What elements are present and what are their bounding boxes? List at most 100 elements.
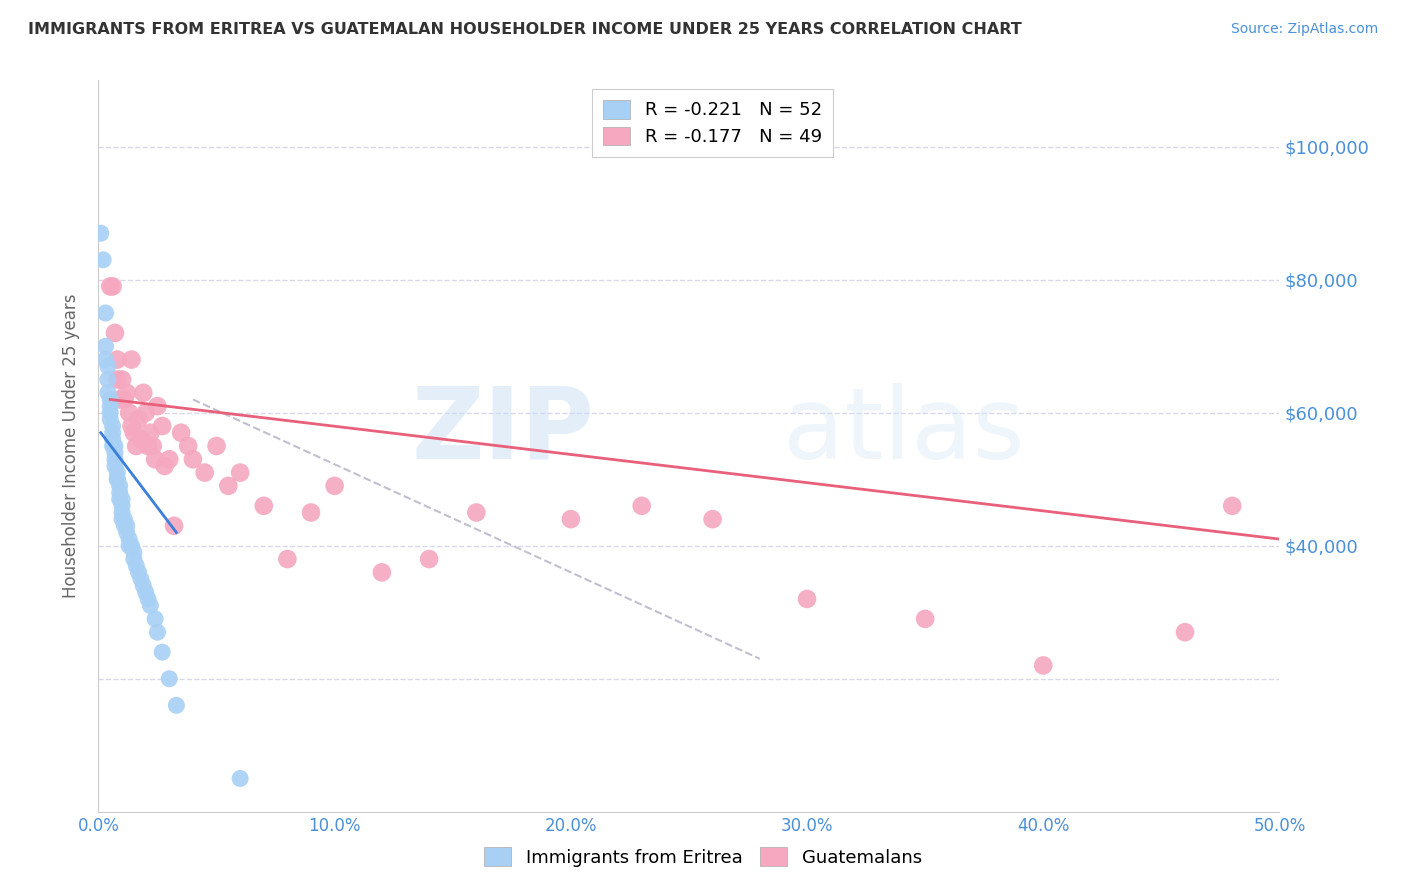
Point	[465, 506, 488, 520]
Point	[104, 458, 127, 473]
Point	[299, 506, 322, 520]
Point	[112, 392, 135, 407]
Point	[98, 406, 121, 420]
Point	[146, 399, 169, 413]
Point	[94, 306, 117, 320]
Point	[135, 585, 157, 599]
Point	[90, 226, 112, 240]
Point	[98, 279, 121, 293]
Point	[1032, 658, 1054, 673]
Point	[112, 518, 135, 533]
Text: IMMIGRANTS FROM ERITREA VS GUATEMALAN HOUSEHOLDER INCOME UNDER 25 YEARS CORRELAT: IMMIGRANTS FROM ERITREA VS GUATEMALAN HO…	[28, 22, 1022, 37]
Point	[104, 445, 127, 459]
Point	[97, 372, 120, 386]
Point	[105, 372, 128, 386]
Point	[153, 458, 176, 473]
Point	[630, 499, 652, 513]
Point	[128, 412, 150, 426]
Legend: R = -0.221   N = 52, R = -0.177   N = 49: R = -0.221 N = 52, R = -0.177 N = 49	[592, 89, 832, 157]
Point	[135, 406, 157, 420]
Point	[129, 433, 152, 447]
Point	[98, 399, 121, 413]
Point	[229, 772, 252, 786]
Point	[91, 252, 114, 267]
Point	[253, 499, 276, 513]
Point	[323, 479, 346, 493]
Point	[121, 539, 143, 553]
Point	[276, 552, 298, 566]
Text: ZIP: ZIP	[412, 383, 595, 480]
Point	[94, 352, 117, 367]
Point	[136, 591, 159, 606]
Point	[125, 558, 148, 573]
Point	[101, 425, 124, 440]
Point	[163, 518, 186, 533]
Point	[132, 385, 155, 400]
Point	[165, 698, 187, 713]
Point	[118, 406, 141, 420]
Text: Source: ZipAtlas.com: Source: ZipAtlas.com	[1230, 22, 1378, 37]
Point	[101, 439, 124, 453]
Point	[702, 512, 724, 526]
Point	[122, 425, 145, 440]
Point	[418, 552, 440, 566]
Point	[101, 433, 124, 447]
Point	[118, 539, 141, 553]
Text: atlas: atlas	[783, 383, 1025, 480]
Point	[194, 466, 217, 480]
Point	[101, 419, 124, 434]
Point	[97, 359, 120, 374]
Point	[170, 425, 193, 440]
Point	[115, 525, 138, 540]
Point	[121, 352, 143, 367]
Point	[98, 412, 121, 426]
Point	[560, 512, 582, 526]
Point	[111, 372, 134, 386]
Point	[111, 506, 134, 520]
Point	[132, 579, 155, 593]
Y-axis label: Householder Income Under 25 years: Householder Income Under 25 years	[62, 293, 80, 599]
Point	[111, 492, 134, 507]
Point	[104, 439, 127, 453]
Point	[150, 645, 173, 659]
Point	[94, 339, 117, 353]
Point	[122, 552, 145, 566]
Point	[229, 466, 252, 480]
Point	[157, 672, 180, 686]
Point	[98, 392, 121, 407]
Point	[205, 439, 228, 453]
Point	[118, 532, 141, 546]
Point	[143, 452, 166, 467]
Point	[143, 612, 166, 626]
Point	[1220, 499, 1243, 513]
Point	[181, 452, 204, 467]
Point	[108, 492, 131, 507]
Point	[128, 566, 150, 580]
Point	[157, 452, 180, 467]
Point	[101, 279, 124, 293]
Point	[108, 479, 131, 493]
Point	[150, 419, 173, 434]
Point	[108, 485, 131, 500]
Point	[115, 385, 138, 400]
Point	[217, 479, 239, 493]
Point	[121, 419, 143, 434]
Point	[142, 439, 165, 453]
Point	[105, 466, 128, 480]
Point	[105, 352, 128, 367]
Point	[136, 439, 159, 453]
Point	[105, 472, 128, 486]
Point	[125, 439, 148, 453]
Point	[146, 625, 169, 640]
Point	[139, 599, 162, 613]
Point	[177, 439, 200, 453]
Point	[1174, 625, 1197, 640]
Point	[111, 512, 134, 526]
Point	[112, 512, 135, 526]
Point	[111, 499, 134, 513]
Point	[104, 452, 127, 467]
Point	[371, 566, 394, 580]
Point	[105, 472, 128, 486]
Point	[104, 326, 127, 340]
Point	[97, 385, 120, 400]
